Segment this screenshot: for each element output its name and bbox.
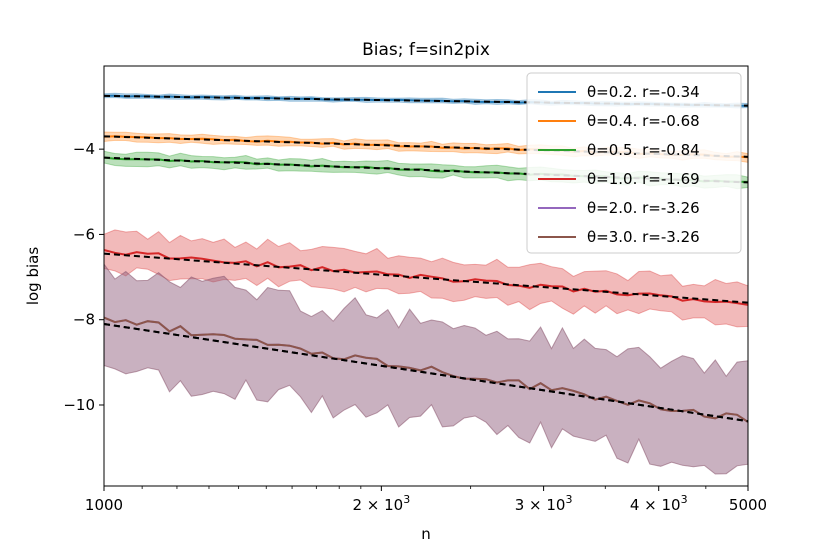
x-tick-label: 4 × 103 [630, 493, 688, 514]
fit-line-6 [103, 322, 749, 423]
fit-line-1 [103, 94, 749, 107]
legend-entry: θ=0.2. r=-0.34 [587, 83, 700, 101]
series-line-6 [103, 316, 749, 423]
legend-entry: θ=0.4. r=-0.68 [587, 112, 700, 130]
fit-line-3 [103, 156, 749, 184]
fit-line-2 [103, 135, 749, 158]
series-line-4 [103, 249, 749, 306]
legend-entry: θ=1.0. r=-1.69 [587, 170, 700, 188]
x-axis-label: n [421, 525, 431, 543]
chart-title: Bias; f=sin2pix [362, 40, 490, 60]
x-axis-ticks: 1000 2 × 103 3 × 103 4 × 103 5000 [85, 486, 767, 514]
fit-line-4 [103, 252, 749, 304]
y-axis-ticks: −4 −6 −8 −10 [63, 140, 104, 414]
y-tick-label: −8 [73, 311, 95, 329]
legend: θ=0.2. r=-0.34 θ=0.4. r=-0.68 θ=0.5. r=-0.… [526, 72, 742, 254]
legend-entry: θ=0.5. r=-0.84 [587, 141, 700, 159]
y-tick-label: −10 [63, 396, 95, 414]
x-tick-label: 2 × 103 [352, 493, 410, 514]
y-tick-label: −6 [73, 225, 95, 243]
y-axis-label: log bias [24, 247, 42, 306]
plot-frame [103, 65, 749, 487]
fit-lines [103, 94, 749, 423]
legend-entry: θ=2.0. r=-3.26 [587, 199, 700, 217]
y-tick-label: −4 [73, 140, 95, 158]
x-tick-label: 5000 [729, 496, 767, 514]
legend-box [526, 72, 742, 254]
x-tick-label: 3 × 103 [515, 493, 573, 514]
legend-entry: θ=3.0. r=-3.26 [587, 228, 700, 246]
x-tick-label: 1000 [85, 496, 123, 514]
